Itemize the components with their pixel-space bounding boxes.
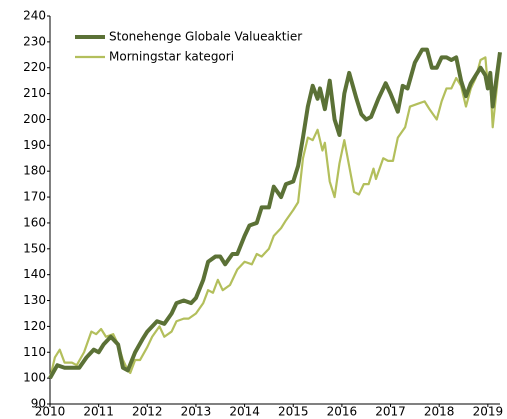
- x-tick-label: 2012: [132, 405, 163, 419]
- legend-label: Morningstar kategori: [109, 50, 234, 64]
- y-tick-label: 150: [23, 241, 46, 255]
- y-tick-label: 240: [23, 9, 46, 23]
- y-tick-label: 120: [23, 319, 46, 333]
- y-tick-label: 210: [23, 86, 46, 100]
- y-tick-label: 190: [23, 138, 46, 152]
- x-tick-label: 2013: [181, 405, 212, 419]
- y-tick-label: 100: [23, 371, 46, 385]
- y-tick-label: 130: [23, 293, 46, 307]
- x-tick-label: 2015: [278, 405, 309, 419]
- series-line: [48, 56, 502, 379]
- legend-label: Stonehenge Globale Valueaktier: [109, 30, 302, 44]
- x-tick-label: 2019: [473, 405, 504, 419]
- y-tick-label: 220: [23, 60, 46, 74]
- y-tick-label: 200: [23, 112, 46, 126]
- y-tick-label: 170: [23, 190, 46, 204]
- y-tick-label: 90: [31, 397, 46, 411]
- x-tick-label: 2016: [327, 405, 358, 419]
- y-tick-label: 230: [23, 34, 46, 48]
- x-tick-label: 2010: [35, 405, 66, 419]
- x-tick-label: 2017: [375, 405, 406, 419]
- x-tick-label: 2014: [229, 405, 260, 419]
- x-tick-label: 2018: [424, 405, 455, 419]
- y-tick-label: 110: [23, 345, 46, 359]
- y-tick-label: 180: [23, 164, 46, 178]
- y-tick-label: 140: [23, 267, 46, 281]
- x-tick-label: 2011: [83, 405, 114, 419]
- y-tick-label: 160: [23, 215, 46, 229]
- series-line: [48, 47, 502, 380]
